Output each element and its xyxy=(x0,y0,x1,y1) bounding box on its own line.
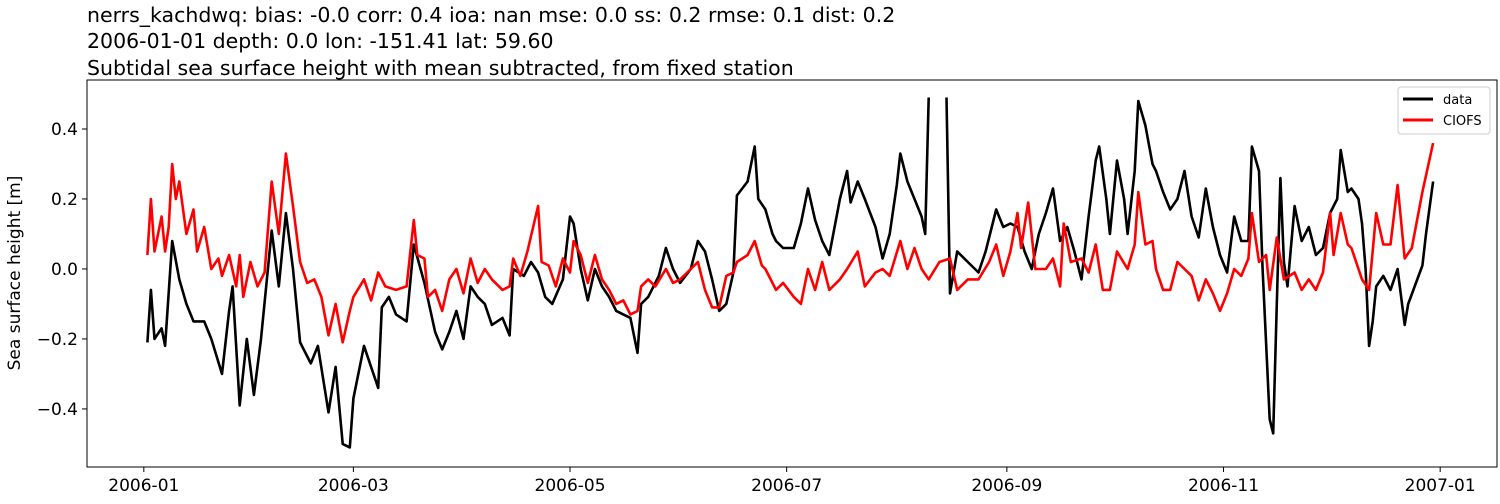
legend-label-data: data xyxy=(1443,93,1472,108)
x-tick-label: 2006-11 xyxy=(1188,476,1259,496)
y-axis: 0.4 0.2 0.0 −0.2 −0.4 xyxy=(37,120,87,420)
x-tick-label: 2006-03 xyxy=(318,476,389,496)
legend: data CIOFS xyxy=(1397,86,1491,135)
y-tick-label: 0.2 xyxy=(51,190,78,210)
y-tick-label: 0.0 xyxy=(51,260,78,280)
chart-title-line-2: 2006-01-01 depth: 0.0 lon: -151.41 lat: … xyxy=(87,29,554,53)
chart-title-line-3: Subtidal sea surface height with mean su… xyxy=(87,56,794,80)
series-line-ciofs xyxy=(146,142,1435,344)
x-tick-label: 2006-01 xyxy=(108,476,179,496)
series-line-data xyxy=(146,97,1435,449)
y-tick-label: −0.2 xyxy=(37,330,78,350)
y-tick-label: 0.4 xyxy=(51,120,78,140)
y-axis-label: Sea surface height [m] xyxy=(5,176,25,371)
x-tick-label: 2006-05 xyxy=(535,476,606,496)
x-tick-label: 2007-01 xyxy=(1405,476,1476,496)
legend-label-ciofs: CIOFS xyxy=(1443,114,1482,129)
plot-frame xyxy=(86,79,1498,468)
x-tick-label: 2006-07 xyxy=(751,476,822,496)
x-axis: 2006-01 2006-03 2006-05 2006-07 2006-09 2006-… xyxy=(108,467,1476,496)
y-tick-label: −0.4 xyxy=(37,400,78,420)
chart-title-line-1: nerrs_kachdwq: bias: -0.0 corr: 0.4 ioa:… xyxy=(87,3,895,28)
x-tick-label: 2006-09 xyxy=(971,476,1042,496)
series-layer xyxy=(146,97,1435,449)
